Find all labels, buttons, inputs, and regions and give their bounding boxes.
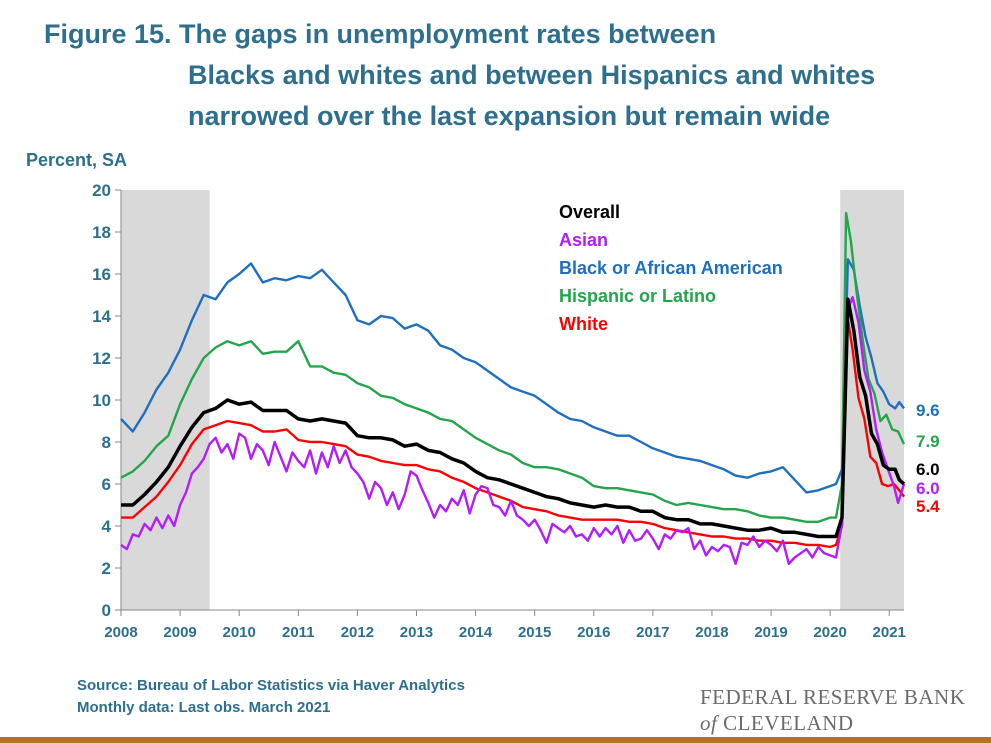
y-tick-label-18: 18 <box>92 223 111 242</box>
x-tick-label-2011: 2011 <box>282 624 315 641</box>
y-tick-label-2: 2 <box>102 559 111 578</box>
logo-city: CLEVELAND <box>723 711 854 735</box>
logo-line-2: of CLEVELAND <box>700 710 965 736</box>
source-note: Source: Bureau of Labor Statistics via H… <box>77 675 465 719</box>
y-tick-label-0: 0 <box>102 601 111 620</box>
end-label-asian: 6.0 <box>916 479 940 498</box>
series-line-black-or-african-american <box>120 258 905 494</box>
source-line: Source: Bureau of Labor Statistics via H… <box>77 677 465 694</box>
y-tick-label-16: 16 <box>92 265 111 284</box>
chart-title-line-2: Blacks and whites and between Hispanics … <box>188 60 876 90</box>
x-tick-label-2015: 2015 <box>518 624 551 641</box>
y-tick-label-12: 12 <box>92 349 111 368</box>
x-tick-label-2016: 2016 <box>577 624 610 641</box>
y-tick-label-6: 6 <box>102 475 111 494</box>
series-line-asian <box>120 295 906 565</box>
x-tick-label-2008: 2008 <box>104 624 137 641</box>
chart-title-line-1: Figure 15. The gaps in unemployment rate… <box>44 19 717 49</box>
legend-item-hispanic-or-latino: Hispanic or Latino <box>559 286 716 306</box>
x-tick-label-2013: 2013 <box>400 624 433 641</box>
x-tick-label-2018: 2018 <box>695 624 728 641</box>
recession-band-0 <box>121 190 210 610</box>
x-tick-label-2009: 2009 <box>163 624 196 641</box>
series-line-hispanic-or-latino <box>120 211 906 523</box>
legend-item-white: White <box>559 314 608 334</box>
logo-of: of <box>700 711 718 735</box>
chart-title-line-3: narrowed over the last expansion but rem… <box>188 101 831 131</box>
y-tick-label-14: 14 <box>92 307 111 326</box>
end-label-black-or-african-american: 9.6 <box>916 401 940 420</box>
series-line-white <box>121 310 905 549</box>
frequency-line: Monthly data: Last obs. March 2021 <box>77 699 331 716</box>
unemployment-line-chart: 0 2 4 6 8 10 12 14 16 18 20 2008 2009 2010 2011 2012 201… <box>92 181 940 641</box>
end-label-white: 5.4 <box>916 497 940 516</box>
x-tick-label-2010: 2010 <box>223 624 256 641</box>
legend-item-asian: Asian <box>559 230 608 250</box>
logo-line-1: FEDERAL RESERVE BANK <box>700 685 966 709</box>
chart-title: Figure 15. The gaps in unemployment rate… <box>44 14 944 137</box>
end-label-overall: 6.0 <box>916 460 940 479</box>
x-tick-label-2019: 2019 <box>754 624 787 641</box>
x-tick-label-2021: 2021 <box>873 624 906 641</box>
x-tick-label-2014: 2014 <box>459 624 493 641</box>
y-axis-unit-label: Percent, SA <box>26 150 128 170</box>
end-label-hispanic-or-latino: 7.9 <box>916 432 940 451</box>
legend-item-overall: Overall <box>559 202 620 222</box>
y-tick-label-20: 20 <box>92 181 111 200</box>
y-tick-label-4: 4 <box>102 517 112 536</box>
x-tick-label-2020: 2020 <box>813 624 846 641</box>
x-tick-label-2012: 2012 <box>341 624 374 641</box>
legend-item-black-or-african-american: Black or African American <box>559 258 783 278</box>
federal-reserve-logo: FEDERAL RESERVE BANK of CLEVELAND <box>700 684 965 736</box>
y-tick-label-10: 10 <box>92 391 111 410</box>
bottom-rule <box>0 737 991 743</box>
x-tick-label-2017: 2017 <box>636 624 669 641</box>
series-line-overall <box>121 297 906 539</box>
y-tick-label-8: 8 <box>102 433 111 452</box>
